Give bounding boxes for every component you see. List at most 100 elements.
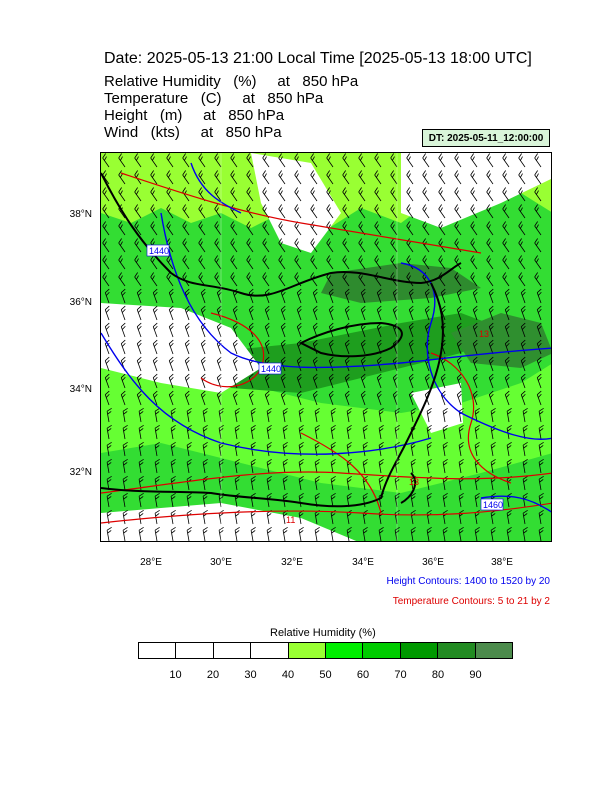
wind-barb bbox=[454, 221, 462, 236]
wind-barb bbox=[502, 238, 510, 253]
wind-barb bbox=[378, 475, 384, 491]
wind-barb bbox=[406, 221, 414, 236]
wind-barb bbox=[168, 322, 174, 338]
wind-barb bbox=[456, 339, 462, 355]
wind-barb bbox=[314, 458, 320, 474]
wind-barb bbox=[538, 526, 544, 541]
page-title: Date: 2025-05-13 21:00 Local Time [2025-… bbox=[104, 50, 532, 67]
wind-barb bbox=[202, 475, 208, 491]
legend-colorbar bbox=[138, 642, 513, 659]
wind-barb bbox=[438, 255, 446, 270]
wind-barb bbox=[330, 407, 336, 423]
wind-barb bbox=[342, 204, 350, 219]
wind-barb bbox=[278, 221, 286, 236]
wind-barb bbox=[376, 373, 382, 389]
wind-barb bbox=[264, 373, 270, 389]
wind-barb bbox=[470, 187, 478, 202]
wind-barb bbox=[374, 170, 382, 185]
wind-barb bbox=[152, 373, 158, 389]
wind-barb bbox=[218, 424, 224, 440]
wind-barb bbox=[394, 407, 400, 423]
wind-barb bbox=[358, 255, 366, 270]
wind-barb bbox=[218, 458, 224, 474]
wind-barb bbox=[326, 153, 334, 168]
wind-barb bbox=[198, 238, 206, 253]
wind-barb bbox=[230, 153, 238, 168]
wind-barb bbox=[184, 390, 190, 406]
wind-barb bbox=[298, 475, 304, 491]
wind-barb bbox=[136, 305, 142, 321]
wind-barb bbox=[486, 170, 494, 185]
wind-barb bbox=[250, 475, 256, 491]
wind-barb bbox=[438, 238, 446, 253]
wind-barb bbox=[166, 170, 174, 185]
wind-barb bbox=[294, 238, 302, 253]
wind-barb bbox=[250, 458, 256, 474]
wind-barb bbox=[518, 272, 526, 287]
wind-barb bbox=[410, 492, 416, 508]
wind-barb bbox=[214, 221, 222, 236]
wind-barb bbox=[298, 458, 304, 474]
wind-barb bbox=[454, 272, 462, 287]
wind-barb bbox=[456, 305, 462, 321]
wind-barb bbox=[296, 322, 302, 338]
wind-barb bbox=[442, 458, 448, 474]
wind-barb bbox=[104, 373, 110, 389]
lat-label: 36°N bbox=[69, 297, 92, 308]
wind-barb bbox=[106, 492, 112, 508]
wind-barb bbox=[502, 170, 510, 185]
wind-barb bbox=[502, 272, 510, 287]
height-label-box bbox=[480, 498, 504, 511]
wind-barb bbox=[374, 238, 382, 253]
wind-barb bbox=[136, 356, 142, 372]
wind-barb bbox=[426, 441, 432, 457]
wind-barb bbox=[408, 288, 414, 304]
wind-barb bbox=[330, 458, 336, 474]
wind-barb bbox=[358, 153, 366, 168]
wind-barb bbox=[150, 221, 158, 236]
wind-barb bbox=[282, 407, 288, 423]
coastline-cyprus bbox=[298, 321, 403, 358]
wind-barb bbox=[342, 238, 350, 253]
wind-barb bbox=[362, 407, 368, 423]
wind-barb bbox=[534, 170, 542, 185]
wind-barb bbox=[314, 526, 320, 541]
variable-list: Relative Humidity (%) at 850 hPa Tempera… bbox=[104, 73, 358, 141]
wind-barb bbox=[246, 170, 254, 185]
wind-barb bbox=[328, 305, 334, 321]
wind-barb bbox=[154, 424, 160, 440]
wind-barb bbox=[106, 407, 112, 423]
wind-barb bbox=[314, 424, 320, 440]
wind-barb bbox=[106, 458, 112, 474]
wind-barb bbox=[442, 407, 448, 423]
wind-barb bbox=[472, 373, 478, 389]
legend-tick-label: 50 bbox=[319, 669, 332, 681]
wind-barb bbox=[186, 458, 192, 474]
wind-barb bbox=[230, 255, 238, 270]
wind-barb bbox=[134, 170, 142, 185]
wind-barb bbox=[264, 390, 270, 406]
wind-barb bbox=[458, 526, 464, 541]
wind-barb bbox=[314, 407, 320, 423]
wind-barb bbox=[214, 238, 222, 253]
wind-barb bbox=[266, 441, 272, 457]
wind-barb bbox=[278, 272, 286, 287]
wind-barb bbox=[342, 272, 350, 287]
legend-color-cell bbox=[251, 643, 289, 658]
wind-barb bbox=[182, 153, 190, 168]
wind-barb bbox=[520, 288, 526, 304]
wind-barb bbox=[278, 204, 286, 219]
graticule bbox=[220, 153, 398, 541]
wind-barb bbox=[168, 339, 174, 355]
wind-barb bbox=[214, 255, 222, 270]
wind-barb bbox=[104, 356, 110, 372]
wind-barb bbox=[246, 204, 254, 219]
wind-barb bbox=[234, 424, 240, 440]
wind-barb bbox=[310, 255, 318, 270]
wind-barb bbox=[214, 153, 222, 168]
wind-barb bbox=[232, 390, 238, 406]
wind-barb bbox=[470, 204, 478, 219]
wind-barb bbox=[150, 272, 158, 287]
wind-barb bbox=[118, 153, 126, 168]
wind-barb bbox=[344, 356, 350, 372]
